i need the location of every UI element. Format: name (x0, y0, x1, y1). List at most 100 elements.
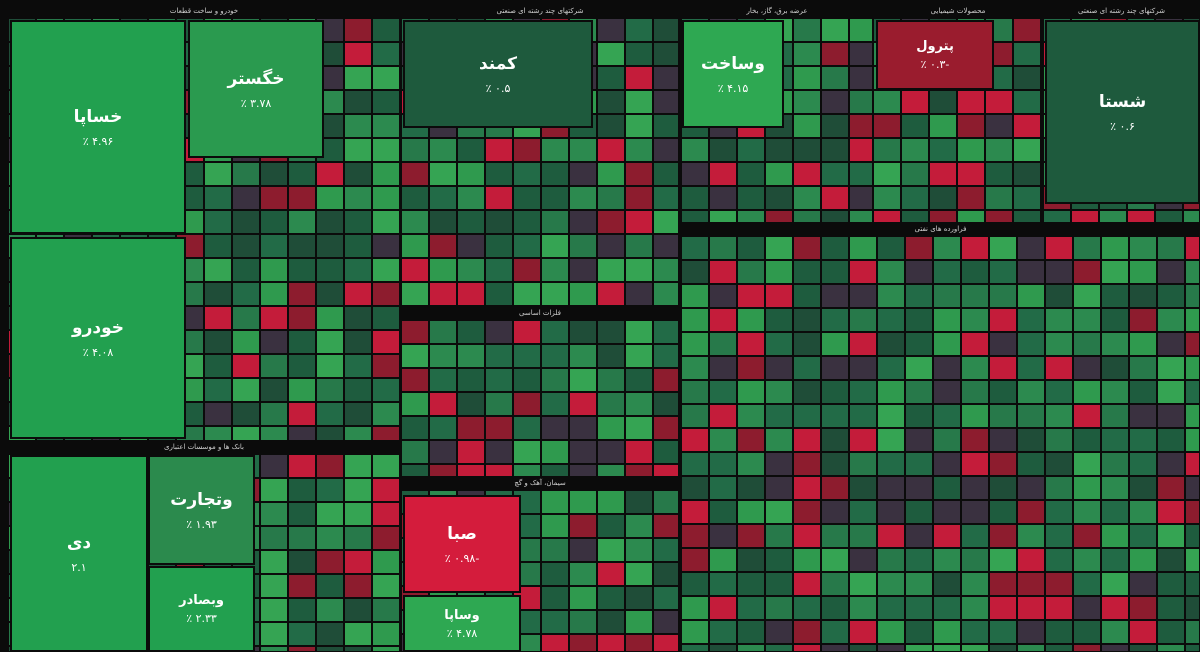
stock-tile (1129, 596, 1157, 620)
stock-tile (737, 548, 765, 572)
stock-tile (1157, 332, 1185, 356)
stock-tile (877, 620, 905, 644)
stock-tile (793, 114, 821, 138)
stock-tile (877, 572, 905, 596)
stock-tile (961, 644, 989, 652)
stock-tile (1013, 162, 1041, 186)
stock-tile (821, 428, 849, 452)
stock-tile (625, 234, 653, 258)
stock-tile (793, 260, 821, 284)
stock-tile (933, 356, 961, 380)
stock-tile (1185, 548, 1200, 572)
stock-tile (737, 260, 765, 284)
stock-tile (457, 440, 485, 464)
stock-tile (765, 524, 793, 548)
stock-tile (821, 114, 849, 138)
stock-tile (849, 18, 873, 42)
stock-tile (849, 260, 877, 284)
stock-tile (737, 404, 765, 428)
stock-tile (933, 332, 961, 356)
stock-tile (1185, 260, 1200, 284)
stock-tile (1017, 284, 1045, 308)
stock-tile (681, 356, 709, 380)
stock-tile (260, 378, 288, 402)
stock-tile (569, 490, 597, 514)
stock-tile (344, 330, 372, 354)
stock-tile (821, 572, 849, 596)
stock-tile (429, 440, 457, 464)
stock-tile (344, 478, 372, 502)
stock-tile (905, 308, 933, 332)
stock-tile (260, 282, 288, 306)
stock-tile (260, 354, 288, 378)
stock-tile (653, 66, 679, 90)
stock-tile (681, 404, 709, 428)
stock-tile (513, 368, 541, 392)
stock-tile: پترول -۰.۳ ٪ (876, 20, 994, 90)
stock-symbol: وساخت (701, 53, 765, 74)
stock-tile (316, 402, 344, 426)
sector-title: شرکتهای چند رشته ای صنعتی (1043, 4, 1200, 18)
stock-tile (541, 138, 569, 162)
stock-tile (1185, 236, 1200, 260)
stock-tile (765, 186, 793, 210)
stock-tile (232, 378, 260, 402)
stock-tile (1129, 308, 1157, 332)
stock-tile (260, 306, 288, 330)
stock-tile (877, 524, 905, 548)
stock-tile (989, 620, 1017, 644)
stock-tile (709, 404, 737, 428)
stock-tile (849, 524, 877, 548)
stock-tile (372, 598, 400, 622)
stock-tile (933, 380, 961, 404)
stock-tile (1017, 500, 1045, 524)
stock-tile (260, 502, 288, 526)
stock-tile (204, 330, 232, 354)
stock-tile (873, 114, 901, 138)
stock-tile (765, 476, 793, 500)
stock-tile (569, 610, 597, 634)
stock-tile (288, 622, 316, 646)
stock-tile (485, 416, 513, 440)
stock-tile (372, 258, 400, 282)
stock-tile (204, 234, 232, 258)
stock-tile (260, 622, 288, 646)
stock-tile (625, 514, 653, 538)
stock-tile (709, 476, 737, 500)
stock-tile (961, 500, 989, 524)
stock-tile (1157, 476, 1185, 500)
stock-tile (1157, 236, 1185, 260)
stock-tile (1185, 308, 1200, 332)
stock-tile (344, 162, 372, 186)
stock-tile (709, 162, 737, 186)
stock-tile (877, 380, 905, 404)
stock-tile (1073, 260, 1101, 284)
stock-tile (625, 416, 653, 440)
stock-tile (849, 620, 877, 644)
stock-tile (933, 500, 961, 524)
stock-tile (1101, 572, 1129, 596)
stock-tile (681, 452, 709, 476)
stock-tile (541, 610, 569, 634)
stock-tile (260, 162, 288, 186)
stock-tile (372, 234, 400, 258)
stock-tile (989, 548, 1017, 572)
stock-tile (344, 42, 372, 66)
stock-tile (793, 452, 821, 476)
stock-tile (288, 210, 316, 234)
stock-tile (288, 282, 316, 306)
stock-tile (597, 440, 625, 464)
stock-tile (1041, 90, 1043, 114)
stock-tile (961, 596, 989, 620)
stock-tile (709, 260, 737, 284)
stock-tile (569, 258, 597, 282)
stock-tile (232, 282, 260, 306)
stock-tile (1129, 236, 1157, 260)
stock-tile (989, 452, 1017, 476)
stock-tile (737, 356, 765, 380)
stock-tile (793, 236, 821, 260)
stock-tile (793, 42, 821, 66)
stock-tile (1101, 524, 1129, 548)
stock-tile (1013, 42, 1041, 66)
stock-tile (1017, 308, 1045, 332)
